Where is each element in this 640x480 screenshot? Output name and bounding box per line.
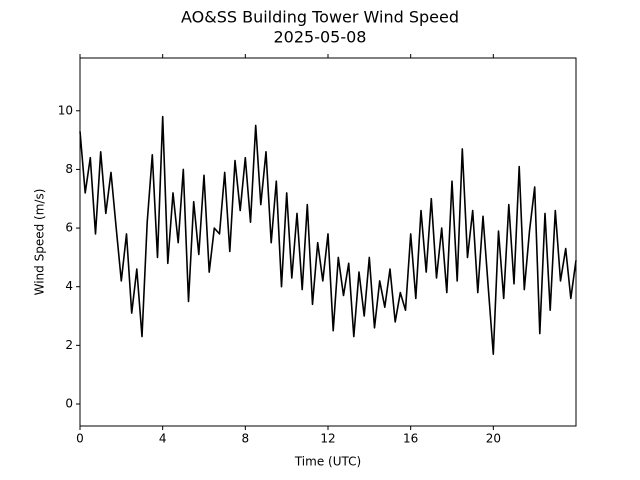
x-tick-label: 12 bbox=[320, 432, 335, 446]
x-axis-label: Time (UTC) bbox=[294, 455, 361, 469]
x-tick-label: 16 bbox=[403, 432, 418, 446]
y-tick-label: 10 bbox=[58, 103, 73, 117]
y-tick-label: 8 bbox=[65, 162, 73, 176]
y-tick-label: 4 bbox=[65, 279, 73, 293]
y-axis-label: Wind Speed (m/s) bbox=[33, 189, 47, 296]
y-tick-label: 2 bbox=[65, 338, 73, 352]
x-tick-label: 4 bbox=[159, 432, 167, 446]
x-tick-label: 0 bbox=[76, 432, 84, 446]
y-tick-label: 6 bbox=[65, 221, 73, 235]
chart-subtitle: 2025-05-08 bbox=[274, 28, 367, 47]
plot-frame bbox=[79, 57, 577, 427]
x-tick-label: 20 bbox=[486, 432, 501, 446]
x-tick-label: 8 bbox=[242, 432, 250, 446]
chart-title: AO&SS Building Tower Wind Speed bbox=[181, 8, 459, 27]
y-tick-label: 0 bbox=[65, 397, 73, 411]
data-line bbox=[79, 115, 577, 355]
